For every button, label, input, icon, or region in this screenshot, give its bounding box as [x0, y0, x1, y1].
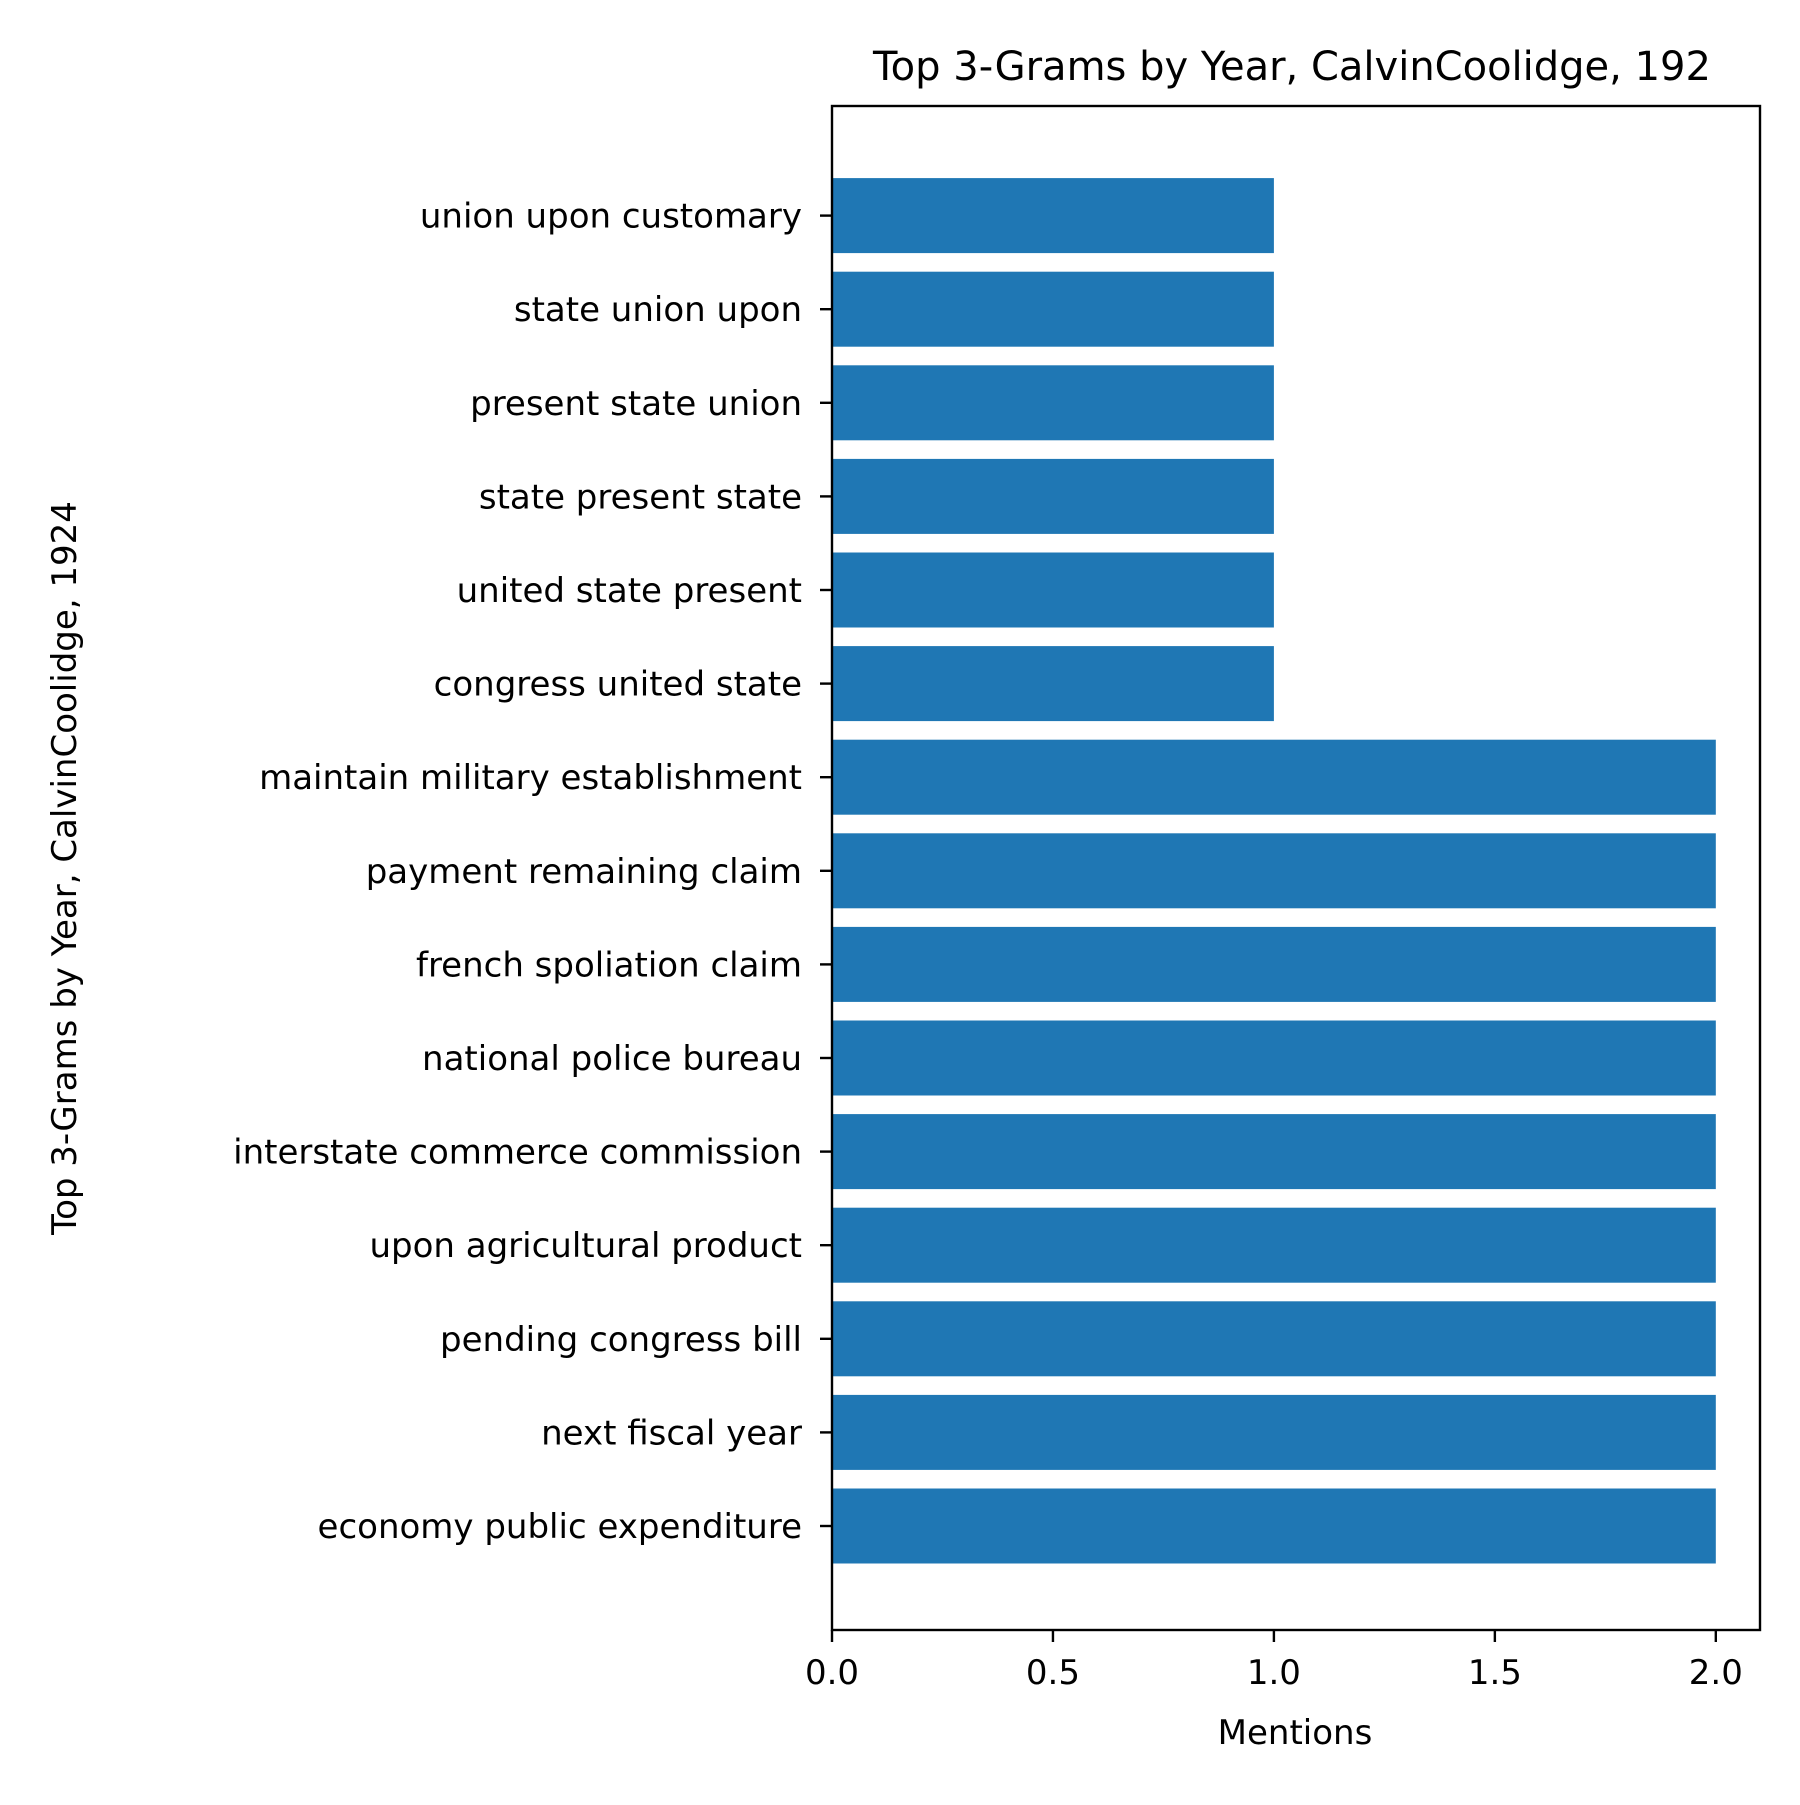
- bar-2: [832, 1394, 1716, 1470]
- y-tick-label: payment remaining claim: [366, 852, 802, 892]
- bar-14: [832, 271, 1274, 347]
- bar-6: [832, 1020, 1716, 1096]
- x-tick-label: 2.0: [1689, 1653, 1743, 1693]
- bar-7: [832, 926, 1716, 1002]
- bar-8: [832, 833, 1716, 909]
- bar-3: [832, 1301, 1716, 1377]
- y-tick-label: next fiscal year: [541, 1413, 802, 1453]
- y-tick-label: national police bureau: [422, 1039, 802, 1079]
- bar-9: [832, 739, 1716, 815]
- y-tick-label: economy public expenditure: [318, 1507, 802, 1547]
- bar-11: [832, 552, 1274, 628]
- chart-title: Top 3-Grams by Year, CalvinCoolidge, 192: [872, 44, 1711, 90]
- x-axis-label: Mentions: [1218, 1713, 1373, 1753]
- bars-group: [832, 178, 1716, 1564]
- y-tick-label: maintain military establishment: [259, 758, 802, 798]
- y-tick-label: state present state: [479, 477, 802, 517]
- bar-1: [832, 1488, 1716, 1564]
- bar-5: [832, 1114, 1716, 1190]
- plot-frame: [830, 104, 1762, 1632]
- bar-4: [832, 1207, 1716, 1283]
- y-tick-label: pending congress bill: [440, 1320, 802, 1360]
- bar-12: [832, 458, 1274, 534]
- y-tick-label: upon agricultural product: [369, 1226, 802, 1266]
- x-tick-label: 0.5: [1026, 1653, 1080, 1693]
- x-ticks-group: 0.0 0.5 1.0 1.5 2.0: [805, 1630, 1743, 1693]
- y-tick-label: union upon customary: [420, 197, 802, 237]
- y-tick-label: congress united state: [434, 665, 802, 705]
- y-tick-label: present state union: [470, 384, 802, 424]
- y-tick-label: state union upon: [514, 290, 802, 330]
- x-tick-label: 0.0: [805, 1653, 859, 1693]
- y-ticks-group: economy public expenditure next fiscal ye…: [233, 197, 832, 1547]
- bar-15: [832, 178, 1274, 254]
- bar-10: [832, 646, 1274, 722]
- y-tick-label: united state present: [457, 571, 802, 611]
- y-tick-label: french spoliation claim: [416, 945, 802, 985]
- y-tick-label: interstate commerce commission: [233, 1133, 802, 1173]
- bar-13: [832, 365, 1274, 441]
- x-tick-label: 1.5: [1468, 1653, 1522, 1693]
- x-tick-label: 1.0: [1247, 1653, 1301, 1693]
- y-axis-label: Top 3-Grams by Year, CalvinCoolidge, 192…: [45, 501, 85, 1236]
